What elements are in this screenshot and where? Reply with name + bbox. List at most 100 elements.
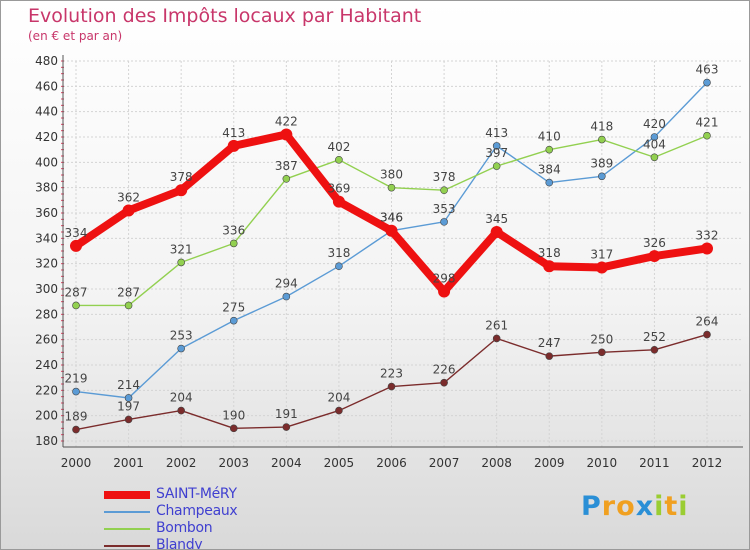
legend-swatch <box>104 528 150 530</box>
legend-label: SAINT-MéRY <box>156 486 237 502</box>
data-point-bombon <box>387 183 396 192</box>
chart-subtitle: (en € et par an) <box>28 29 123 43</box>
x-tick-label: 2002 <box>166 456 197 470</box>
data-point-bombon <box>440 186 448 194</box>
data-label-blandy: 204 <box>327 391 350 405</box>
y-tick-label: 480 <box>35 54 58 68</box>
data-point-saint-m-ry <box>648 250 661 263</box>
data-label-bombon: 418 <box>590 120 613 134</box>
logo-letter: i <box>654 491 665 522</box>
y-tick-label: 460 <box>35 79 58 93</box>
data-label-champeaux: 384 <box>538 163 561 177</box>
data-label-blandy: 247 <box>538 336 561 350</box>
y-tick-label: 220 <box>35 383 58 397</box>
data-point-bombon <box>545 145 554 154</box>
data-label-champeaux: 294 <box>275 277 298 291</box>
data-point-blandy <box>703 330 711 339</box>
data-point-bombon <box>598 135 606 144</box>
data-label-bombon: 336 <box>222 223 245 237</box>
y-tick-label: 400 <box>35 155 58 169</box>
data-point-champeaux <box>545 178 554 187</box>
chart-legend: SAINT-MéRY Champeaux Bombon Blandy <box>104 486 304 549</box>
data-label-bombon: 387 <box>275 159 298 173</box>
data-point-blandy <box>229 424 238 433</box>
data-point-blandy <box>124 415 133 424</box>
legend-item: Bombon <box>104 520 304 537</box>
data-point-bombon <box>492 162 501 170</box>
x-tick-label: 2010 <box>587 456 618 470</box>
data-label-saint-m-ry: 332 <box>696 228 719 242</box>
data-label-champeaux: 353 <box>433 202 456 216</box>
logo-letter: o <box>616 491 636 522</box>
data-label-blandy: 250 <box>590 332 613 346</box>
y-tick-label: 440 <box>35 105 58 119</box>
data-point-champeaux <box>177 344 185 353</box>
data-label-bombon: 378 <box>433 170 456 184</box>
data-label-bombon: 404 <box>643 137 666 151</box>
data-label-champeaux: 275 <box>222 301 245 315</box>
logo-letter: r <box>601 491 617 522</box>
data-label-blandy: 197 <box>117 399 140 413</box>
legend-swatch <box>104 491 150 499</box>
y-tick-label: 240 <box>35 358 58 372</box>
y-tick-label: 380 <box>35 181 58 195</box>
data-label-blandy: 252 <box>643 330 666 344</box>
legend-swatch <box>104 545 150 547</box>
data-point-blandy <box>650 345 659 354</box>
data-label-saint-m-ry: 413 <box>222 126 245 140</box>
data-point-blandy <box>177 406 185 415</box>
data-label-blandy: 190 <box>222 408 245 422</box>
y-tick-label: 180 <box>35 434 58 448</box>
data-point-blandy <box>440 378 448 387</box>
data-label-saint-m-ry: 318 <box>538 246 561 260</box>
data-label-bombon: 287 <box>65 285 88 299</box>
x-tick-label: 2001 <box>113 456 144 470</box>
data-label-bombon: 380 <box>380 168 403 182</box>
logo-letter: P <box>581 491 602 522</box>
data-point-bombon <box>177 258 185 267</box>
data-point-saint-m-ry <box>490 226 503 238</box>
legend-item: Blandy <box>104 537 304 549</box>
data-label-champeaux: 318 <box>327 246 350 260</box>
data-point-champeaux <box>440 218 448 226</box>
legend-item: SAINT-MéRY <box>104 486 304 503</box>
y-tick-label: 300 <box>35 282 58 296</box>
data-point-champeaux <box>229 316 238 325</box>
x-tick-label: 2000 <box>61 456 92 470</box>
data-point-saint-m-ry <box>122 204 135 217</box>
chart-title: Evolution des Impôts locaux par Habitant <box>28 5 422 27</box>
data-point-champeaux <box>72 387 80 396</box>
data-point-saint-m-ry <box>595 261 608 274</box>
data-point-saint-m-ry <box>543 260 556 273</box>
data-point-blandy <box>387 382 396 391</box>
data-point-bombon <box>650 153 659 162</box>
data-label-blandy: 261 <box>485 318 508 332</box>
data-label-bombon: 397 <box>485 146 508 160</box>
data-label-saint-m-ry: 369 <box>327 182 350 196</box>
logo-letter: i <box>678 491 689 522</box>
data-label-blandy: 226 <box>433 363 456 377</box>
y-tick-label: 280 <box>35 307 58 321</box>
data-label-saint-m-ry: 298 <box>433 272 456 286</box>
data-label-bombon: 321 <box>170 242 193 256</box>
data-label-saint-m-ry: 345 <box>485 212 508 226</box>
logo-letter: t <box>664 491 679 522</box>
x-tick-label: 2004 <box>271 456 302 470</box>
y-tick-label: 200 <box>35 409 58 423</box>
data-point-bombon <box>72 301 80 310</box>
data-label-champeaux: 463 <box>696 63 719 77</box>
data-point-blandy <box>282 423 291 431</box>
data-point-champeaux <box>492 142 501 150</box>
logo-letter: x <box>635 491 655 522</box>
data-label-bombon: 421 <box>696 116 719 130</box>
x-tick-label: 2005 <box>324 456 355 470</box>
data-point-champeaux <box>650 133 659 141</box>
data-point-bombon <box>335 156 343 164</box>
data-label-blandy: 264 <box>696 315 719 329</box>
data-point-saint-m-ry <box>701 242 713 255</box>
data-label-bombon: 402 <box>327 140 350 154</box>
x-tick-label: 2007 <box>429 456 460 470</box>
data-label-champeaux: 219 <box>65 372 88 386</box>
data-label-saint-m-ry: 326 <box>643 236 666 250</box>
